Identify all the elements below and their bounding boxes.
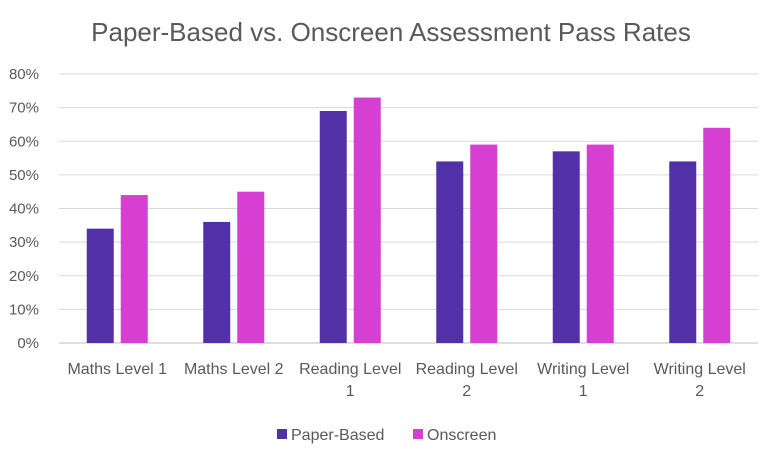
- y-tick-label: 70%: [9, 100, 39, 117]
- x-category-label: 2: [462, 383, 471, 400]
- y-tick-label: 10%: [9, 301, 39, 318]
- y-tick-label: 80%: [9, 66, 39, 83]
- legend: Paper-Based Onscreen: [277, 427, 496, 444]
- chart-title: Paper-Based vs. Onscreen Assessment Pass…: [91, 17, 691, 47]
- y-tick-label: 30%: [9, 234, 39, 251]
- bar-onscreen: [586, 144, 614, 343]
- legend-label: Paper-Based: [291, 427, 384, 444]
- legend-swatch: [413, 429, 423, 439]
- bar-paper-based: [86, 228, 114, 343]
- x-category-label: Reading Level: [416, 361, 518, 378]
- bar-onscreen: [703, 127, 731, 343]
- x-category-label: Writing Level: [537, 361, 629, 378]
- bar-paper-based: [203, 221, 231, 343]
- y-axis-ticks: 0% 10% 20% 30% 40% 50% 60% 70% 80%: [9, 66, 39, 352]
- bar-onscreen: [353, 97, 381, 343]
- bar-onscreen: [120, 195, 148, 343]
- bar-paper-based: [552, 151, 580, 343]
- x-axis-categories: Maths Level 1 Maths Level 2 Reading Level 1…: [67, 361, 745, 400]
- y-tick-label: 50%: [9, 167, 39, 184]
- x-category-label: 1: [346, 383, 355, 400]
- legend-swatch: [277, 429, 287, 439]
- y-tick-label: 40%: [9, 201, 39, 218]
- bar-onscreen: [470, 144, 498, 343]
- gridlines: [59, 73, 758, 344]
- y-tick-label: 20%: [9, 268, 39, 285]
- x-category-label: Maths Level 2: [184, 361, 284, 378]
- legend-label: Onscreen: [427, 427, 496, 444]
- x-category-label: 1: [579, 383, 588, 400]
- bar-paper-based: [319, 110, 347, 343]
- bar-onscreen: [237, 191, 265, 343]
- bars: [86, 97, 731, 343]
- y-tick-label: 60%: [9, 133, 39, 150]
- y-tick-label: 0%: [17, 335, 39, 352]
- x-category-label: Maths Level 1: [67, 361, 167, 378]
- bar-paper-based: [436, 161, 464, 343]
- x-category-label: Writing Level: [654, 361, 746, 378]
- x-category-label: 2: [695, 383, 704, 400]
- x-category-label: Reading Level: [299, 361, 401, 378]
- bar-paper-based: [669, 161, 697, 343]
